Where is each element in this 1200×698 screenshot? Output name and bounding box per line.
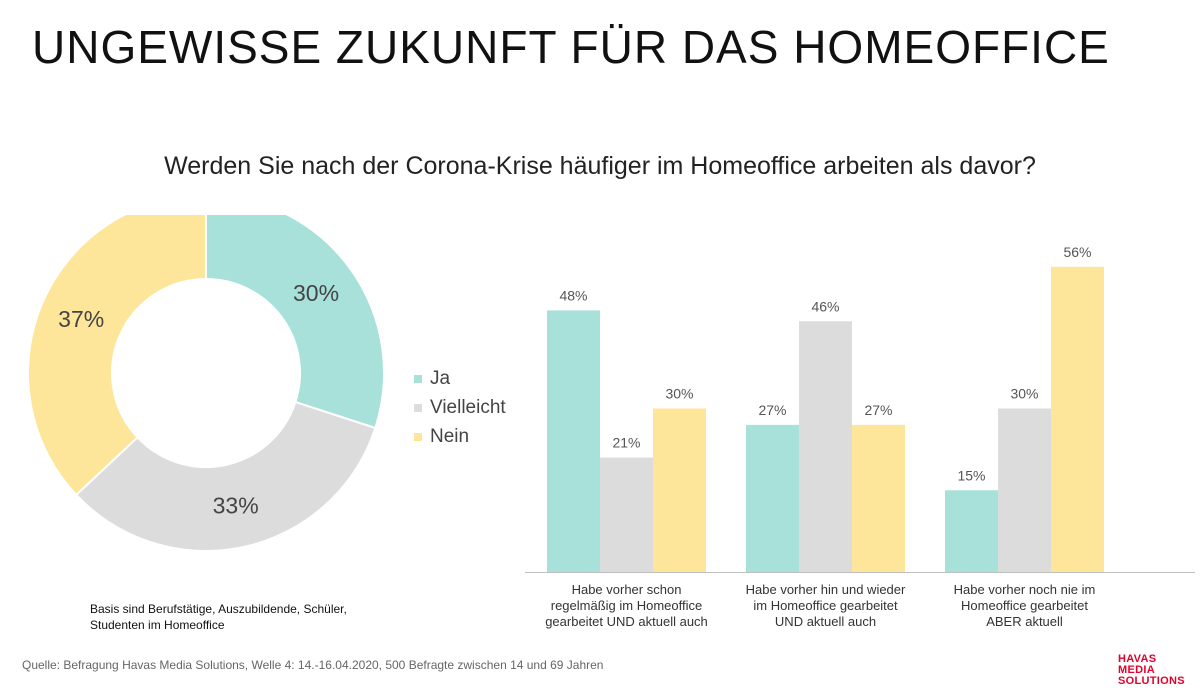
legend-item-ja: Ja — [414, 364, 506, 393]
bar-label-ja-group-1: 48% — [559, 287, 587, 303]
basis-note: Basis sind Berufstätige, Auszubildende, … — [90, 602, 347, 632]
bar-label-vielleicht-group-1: 21% — [612, 435, 640, 451]
category-label-line: Habe vorher noch nie im — [954, 582, 1096, 597]
category-label-line: Homeoffice gearbeitet — [961, 598, 1088, 613]
bar-ja-group-1 — [547, 310, 600, 572]
bar-label-vielleicht-group-2: 46% — [811, 298, 839, 314]
donut-slice-ja — [205, 215, 385, 430]
havas-logo: HAVAS MEDIA SOLUTIONS — [1118, 654, 1190, 687]
legend-swatch-nein — [414, 432, 422, 441]
legend-swatch-ja — [414, 374, 422, 383]
source-note: Quelle: Befragung Havas Media Solutions,… — [22, 658, 604, 672]
logo-line-2: SOLUTIONS — [1118, 675, 1185, 687]
category-label-line: regelmäßig im Homeoffice — [551, 598, 702, 613]
category-label-group-1: Habe vorher schon regelmäßig im Homeoffic… — [545, 582, 708, 629]
bar-label-nein-group-3: 56% — [1063, 244, 1091, 260]
bar-ja-group-2 — [746, 424, 799, 572]
category-label-group-2: Habe vorher hin und wieder im Homeoffice … — [746, 582, 906, 629]
bar-vielleicht-group-1 — [600, 457, 653, 572]
legend-label-nein: Nein — [430, 425, 470, 447]
donut-slice-vielleicht — [74, 400, 377, 552]
legend: Ja Vielleicht Nein — [414, 364, 506, 451]
legend-label-ja: Ja — [430, 367, 451, 389]
bar-chart: 48% 21% 30% Habe vorher schon regelmäßig im … — [525, 244, 1195, 629]
bar-nein-group-2 — [852, 424, 905, 572]
category-label-line: Habe vorher hin und wieder — [746, 582, 906, 597]
bar-label-nein-group-1: 30% — [665, 386, 693, 402]
legend-swatch-vielleicht — [414, 403, 422, 412]
category-label-line: ABER aktuell — [986, 614, 1063, 629]
category-label-group-3: Habe vorher noch nie im Homeoffice gearbe… — [954, 582, 1096, 629]
bar-label-vielleicht-group-3: 30% — [1010, 386, 1038, 402]
category-label-line: gearbeitet UND aktuell auch — [545, 614, 708, 629]
bar-vielleicht-group-2 — [799, 321, 852, 572]
donut-chart: 30% 33% 37% — [27, 215, 385, 552]
bar-ja-group-3 — [945, 490, 998, 572]
legend-label-vielleicht: Vielleicht — [430, 396, 506, 418]
page-title: UNGEWISSE ZUKUNFT FÜR DAS HOMEOFFICE — [32, 21, 1110, 73]
bar-nein-group-1 — [653, 408, 706, 572]
bar-label-nein-group-2: 27% — [864, 402, 892, 418]
bar-label-ja-group-3: 15% — [957, 467, 985, 483]
bar-vielleicht-group-3 — [998, 408, 1051, 572]
category-label-line: im Homeoffice gearbeitet — [753, 598, 898, 613]
bar-nein-group-3 — [1051, 266, 1104, 572]
legend-item-vielleicht: Vielleicht — [414, 393, 506, 422]
legend-item-nein: Nein — [414, 422, 506, 451]
donut-label-vielleicht: 33% — [213, 493, 259, 519]
category-label-line: Habe vorher schon — [572, 582, 682, 597]
donut-label-ja: 30% — [293, 280, 339, 306]
logo-line-1: HAVAS MEDIA — [1118, 653, 1157, 676]
donut-slice-nein — [27, 215, 207, 497]
survey-question: Werden Sie nach der Corona-Krise häufige… — [164, 152, 1036, 180]
bar-label-ja-group-2: 27% — [758, 402, 786, 418]
category-label-line: UND aktuell auch — [775, 614, 876, 629]
donut-label-nein: 37% — [58, 306, 104, 332]
